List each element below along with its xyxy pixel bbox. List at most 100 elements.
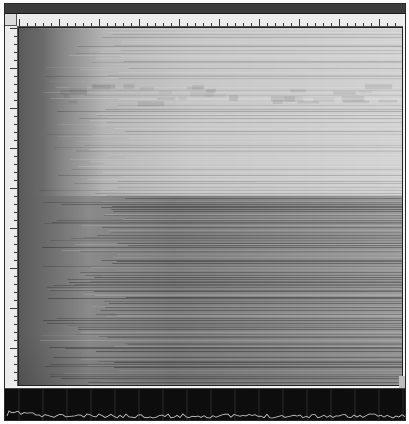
ruler-tick — [291, 23, 292, 26]
profile-panel — [5, 388, 405, 420]
ruler-tick — [14, 164, 17, 165]
ruler-tick — [14, 140, 17, 141]
ruler-tick — [10, 268, 17, 269]
ruler-tick — [14, 204, 17, 205]
ruler-tick — [99, 19, 100, 26]
ruler-tick — [203, 23, 204, 26]
ruler-tick — [14, 300, 17, 301]
spectrogram-image — [19, 28, 402, 385]
ruler-tick — [10, 28, 17, 29]
ruler-tick — [227, 23, 228, 26]
ruler-tick — [35, 23, 36, 26]
ruler-tick — [387, 23, 388, 26]
ruler-tick — [10, 148, 17, 149]
profile-line — [6, 410, 405, 419]
ruler-corner — [5, 14, 17, 26]
ruler-tick — [14, 324, 17, 325]
ruler-tick — [395, 23, 396, 26]
ruler-tick — [14, 212, 17, 213]
ruler-tick — [27, 23, 28, 26]
ruler-tick — [14, 172, 17, 173]
ruler-tick — [59, 19, 60, 26]
ruler-tick — [10, 228, 17, 229]
ruler-tick — [195, 23, 196, 26]
ruler-tick — [14, 156, 17, 157]
ruler-tick — [243, 23, 244, 26]
ruler-tick — [91, 23, 92, 26]
ruler-tick — [211, 23, 212, 26]
ruler-tick — [187, 23, 188, 26]
ruler-tick — [14, 44, 17, 45]
horizontal-ruler — [17, 14, 403, 27]
ruler-tick — [14, 52, 17, 53]
ruler-tick — [179, 19, 180, 26]
ruler-tick — [259, 19, 260, 26]
ruler-tick — [14, 252, 17, 253]
ruler-tick — [14, 364, 17, 365]
ruler-tick — [14, 92, 17, 93]
ruler-tick — [10, 188, 17, 189]
ruler-tick — [75, 23, 76, 26]
ruler-tick — [14, 84, 17, 85]
ruler-tick — [307, 23, 308, 26]
ruler-tick — [14, 340, 17, 341]
ruler-tick — [235, 23, 236, 26]
ruler-tick — [10, 348, 17, 349]
ruler-tick — [323, 23, 324, 26]
ruler-tick — [283, 23, 284, 26]
ruler-tick — [147, 23, 148, 26]
ruler-tick — [163, 23, 164, 26]
ruler-tick — [155, 23, 156, 26]
ruler-tick — [51, 23, 52, 26]
ruler-tick — [14, 220, 17, 221]
title-bar[interactable] — [5, 4, 405, 14]
ruler-tick — [131, 23, 132, 26]
vertical-ruler — [5, 26, 18, 386]
ruler-tick — [14, 76, 17, 77]
ruler-tick — [14, 60, 17, 61]
ruler-tick — [43, 23, 44, 26]
ruler-tick — [10, 108, 17, 109]
ruler-tick — [371, 23, 372, 26]
ruler-tick — [355, 23, 356, 26]
ruler-tick — [14, 124, 17, 125]
ruler-tick — [14, 36, 17, 37]
ruler-tick — [347, 23, 348, 26]
ruler-tick — [14, 196, 17, 197]
ruler-tick — [14, 236, 17, 237]
ruler-tick — [14, 292, 17, 293]
ruler-tick — [10, 308, 17, 309]
ruler-tick — [14, 332, 17, 333]
ruler-tick — [275, 23, 276, 26]
ruler-tick — [139, 19, 140, 26]
ruler-tick — [14, 116, 17, 117]
ruler-tick — [14, 316, 17, 317]
ruler-tick — [14, 100, 17, 101]
ruler-tick — [219, 19, 220, 26]
intensity-profile-plot — [6, 389, 405, 420]
ruler-tick — [14, 356, 17, 357]
ruler-tick — [171, 23, 172, 26]
ruler-tick — [115, 23, 116, 26]
app-window — [4, 3, 406, 421]
ruler-tick — [379, 19, 380, 26]
scrollbar-corner — [399, 376, 405, 388]
ruler-tick — [123, 23, 124, 26]
ruler-tick — [83, 23, 84, 26]
ruler-tick — [14, 244, 17, 245]
ruler-tick — [14, 284, 17, 285]
ruler-tick — [339, 19, 340, 26]
ruler-tick — [331, 23, 332, 26]
ruler-tick — [14, 276, 17, 277]
ruler-tick — [67, 23, 68, 26]
ruler-tick — [14, 372, 17, 373]
ruler-tick — [14, 132, 17, 133]
ruler-tick — [14, 260, 17, 261]
ruler-tick — [251, 23, 252, 26]
ruler-tick — [19, 19, 20, 26]
image-canvas[interactable] — [18, 27, 403, 386]
ruler-tick — [299, 19, 300, 26]
ruler-tick — [14, 180, 17, 181]
ruler-tick — [107, 23, 108, 26]
ruler-tick — [315, 23, 316, 26]
